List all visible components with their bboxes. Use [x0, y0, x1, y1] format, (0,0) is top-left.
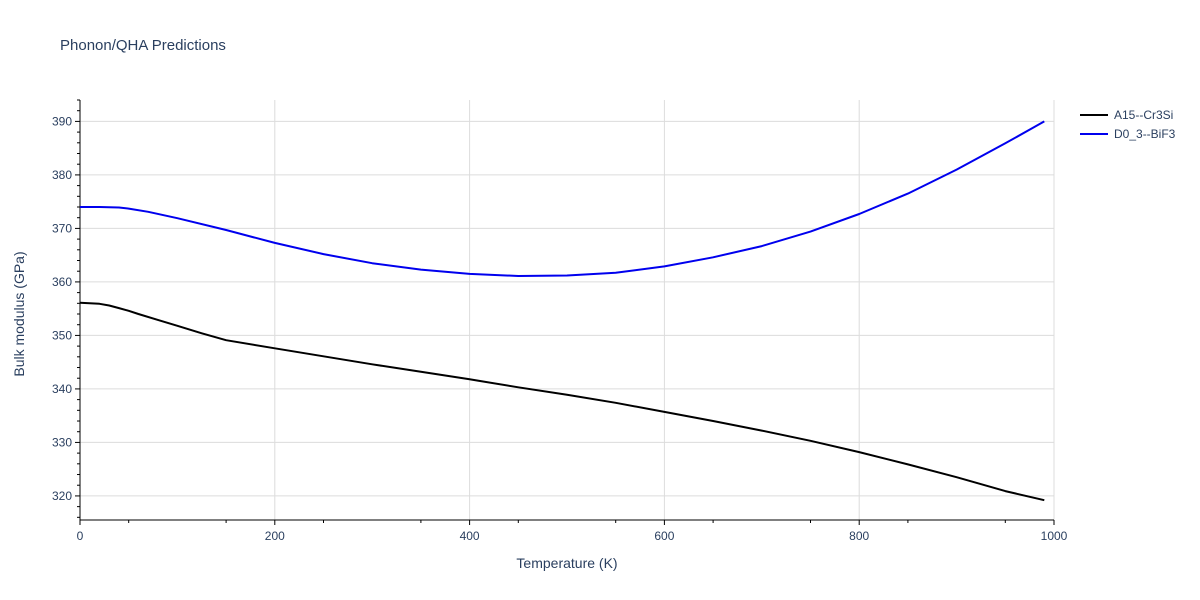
- y-axis-title: Bulk modulus (GPa): [11, 251, 27, 376]
- axes: 0 200 400 600 800 1000 320 330 340 350 360 370 380 39…: [52, 99, 1068, 543]
- x-tick-label: 0: [77, 529, 84, 543]
- chart-title: Phonon/QHA Predictions: [60, 37, 226, 54]
- y-tick-label: 330: [52, 435, 72, 449]
- x-tick-label: 1000: [1041, 529, 1068, 543]
- x-tick-label: 800: [849, 529, 869, 543]
- x-tick-label: 400: [460, 529, 480, 543]
- series-line-1[interactable]: [79, 301, 1045, 502]
- legend-label[interactable]: D0_3--BiF3: [1114, 127, 1176, 141]
- x-tick-label: 600: [654, 529, 674, 543]
- plot-area: [79, 120, 1045, 502]
- x-tick-label: 200: [265, 529, 285, 543]
- y-tick-label: 320: [52, 489, 72, 503]
- legend[interactable]: A15--Cr3Si D0_3--BiF3: [1080, 108, 1176, 141]
- legend-label[interactable]: A15--Cr3Si: [1114, 108, 1173, 122]
- series-line-2[interactable]: [80, 120, 1045, 277]
- y-tick-label: 370: [52, 221, 72, 235]
- y-tick-label: 390: [52, 114, 72, 128]
- y-tick-label: 350: [52, 328, 72, 342]
- y-tick-label: 340: [52, 382, 72, 396]
- x-axis-title: Temperature (K): [516, 555, 617, 571]
- y-tick-label: 360: [52, 275, 72, 289]
- gridlines: [80, 100, 1055, 520]
- y-tick-label: 380: [52, 168, 72, 182]
